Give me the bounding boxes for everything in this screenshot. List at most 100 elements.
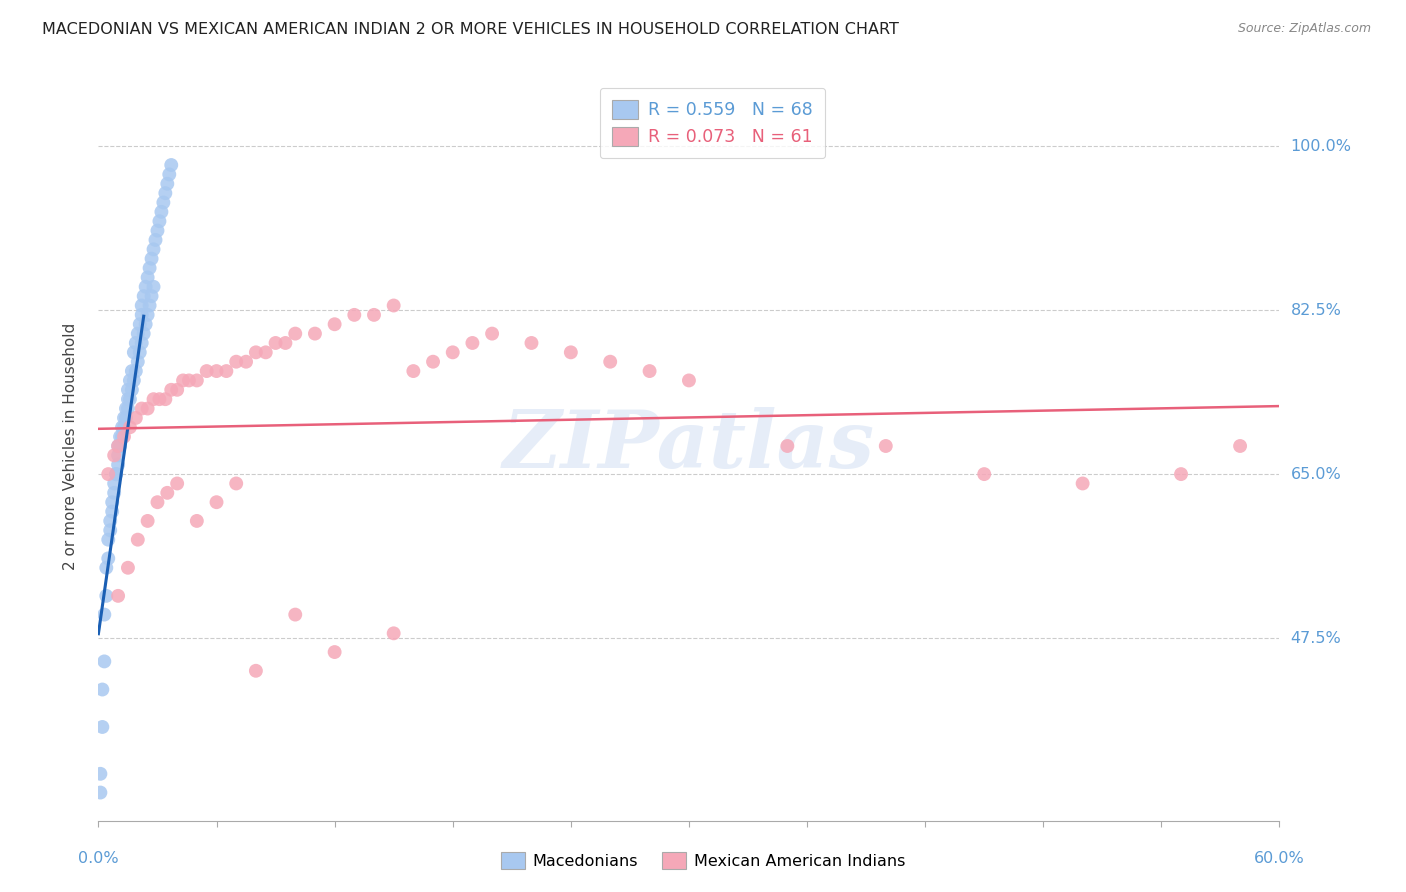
Point [93, 655, 115, 669]
Point [91, 720, 114, 734]
Point [284, 326, 307, 341]
Point [157, 168, 180, 182]
Point [135, 280, 157, 294]
Point [177, 374, 200, 388]
Point [111, 420, 134, 434]
Point [195, 364, 218, 378]
Point [132, 326, 155, 341]
Text: ZIPatlas: ZIPatlas [503, 408, 875, 484]
Point [128, 318, 150, 332]
Point [125, 411, 148, 425]
Point [235, 355, 257, 369]
Point [142, 280, 165, 294]
Point [225, 355, 247, 369]
Point [638, 364, 661, 378]
Point [215, 364, 238, 378]
Point [160, 383, 183, 397]
Text: 100.0%: 100.0% [1291, 139, 1351, 153]
Point [112, 430, 135, 444]
Point [108, 439, 131, 453]
Point [245, 664, 267, 678]
Point [97, 467, 120, 482]
Point [875, 439, 897, 453]
Point [264, 336, 287, 351]
Point [136, 401, 159, 416]
Point [254, 345, 277, 359]
Point [142, 392, 165, 407]
Point [141, 289, 163, 303]
Point [118, 374, 141, 388]
Point [103, 485, 125, 500]
Point [108, 430, 131, 444]
Point [107, 589, 129, 603]
Point [148, 392, 170, 407]
Point [91, 682, 114, 697]
Point [111, 430, 134, 444]
Point [118, 392, 141, 407]
Point [112, 420, 135, 434]
Point [148, 214, 170, 228]
Point [128, 345, 150, 359]
Text: 65.0%: 65.0% [1291, 467, 1341, 482]
Point [186, 514, 208, 528]
Point [115, 401, 138, 416]
Point [323, 318, 346, 332]
Point [93, 607, 115, 622]
Point [131, 308, 153, 322]
Point [112, 411, 135, 425]
Point [118, 420, 141, 434]
Legend: R = 0.559   N = 68, R = 0.073   N = 61: R = 0.559 N = 68, R = 0.073 N = 61 [600, 87, 825, 158]
Point [117, 561, 139, 575]
Text: 47.5%: 47.5% [1291, 631, 1341, 646]
Point [323, 645, 346, 659]
Point [131, 336, 153, 351]
Point [245, 345, 267, 359]
Point [146, 224, 169, 238]
Point [138, 261, 160, 276]
Point [135, 318, 157, 332]
Point [205, 364, 228, 378]
Point [132, 289, 155, 303]
Point [461, 336, 484, 351]
Point [145, 233, 167, 247]
Point [101, 495, 124, 509]
Point [363, 308, 385, 322]
Point [105, 467, 128, 482]
Point [155, 186, 177, 201]
Point [172, 374, 194, 388]
Point [141, 252, 163, 266]
Point [117, 392, 139, 407]
Point [107, 458, 129, 472]
Text: 0.0%: 0.0% [79, 851, 118, 866]
Text: MACEDONIAN VS MEXICAN AMERICAN INDIAN 2 OR MORE VEHICLES IN HOUSEHOLD CORRELATIO: MACEDONIAN VS MEXICAN AMERICAN INDIAN 2 … [42, 22, 898, 37]
Text: Source: ZipAtlas.com: Source: ZipAtlas.com [1237, 22, 1371, 36]
Point [382, 626, 405, 640]
Y-axis label: 2 or more Vehicles in Household: 2 or more Vehicles in Household [63, 322, 77, 570]
Point [284, 607, 307, 622]
Point [122, 345, 145, 359]
Point [138, 299, 160, 313]
Point [422, 355, 444, 369]
Point [122, 374, 145, 388]
Point [152, 195, 174, 210]
Point [89, 767, 111, 781]
Point [343, 308, 366, 322]
Point [107, 449, 129, 463]
Point [678, 374, 700, 388]
Point [142, 243, 165, 257]
Point [127, 533, 149, 547]
Point [481, 326, 503, 341]
Point [121, 364, 143, 378]
Point [225, 476, 247, 491]
Point [520, 336, 543, 351]
Point [1170, 467, 1192, 482]
Point [103, 449, 125, 463]
Point [156, 485, 179, 500]
Point [117, 383, 139, 397]
Point [115, 411, 138, 425]
Point [1229, 439, 1251, 453]
Point [125, 336, 148, 351]
Text: 82.5%: 82.5% [1291, 302, 1341, 318]
Point [186, 374, 208, 388]
Point [136, 308, 159, 322]
